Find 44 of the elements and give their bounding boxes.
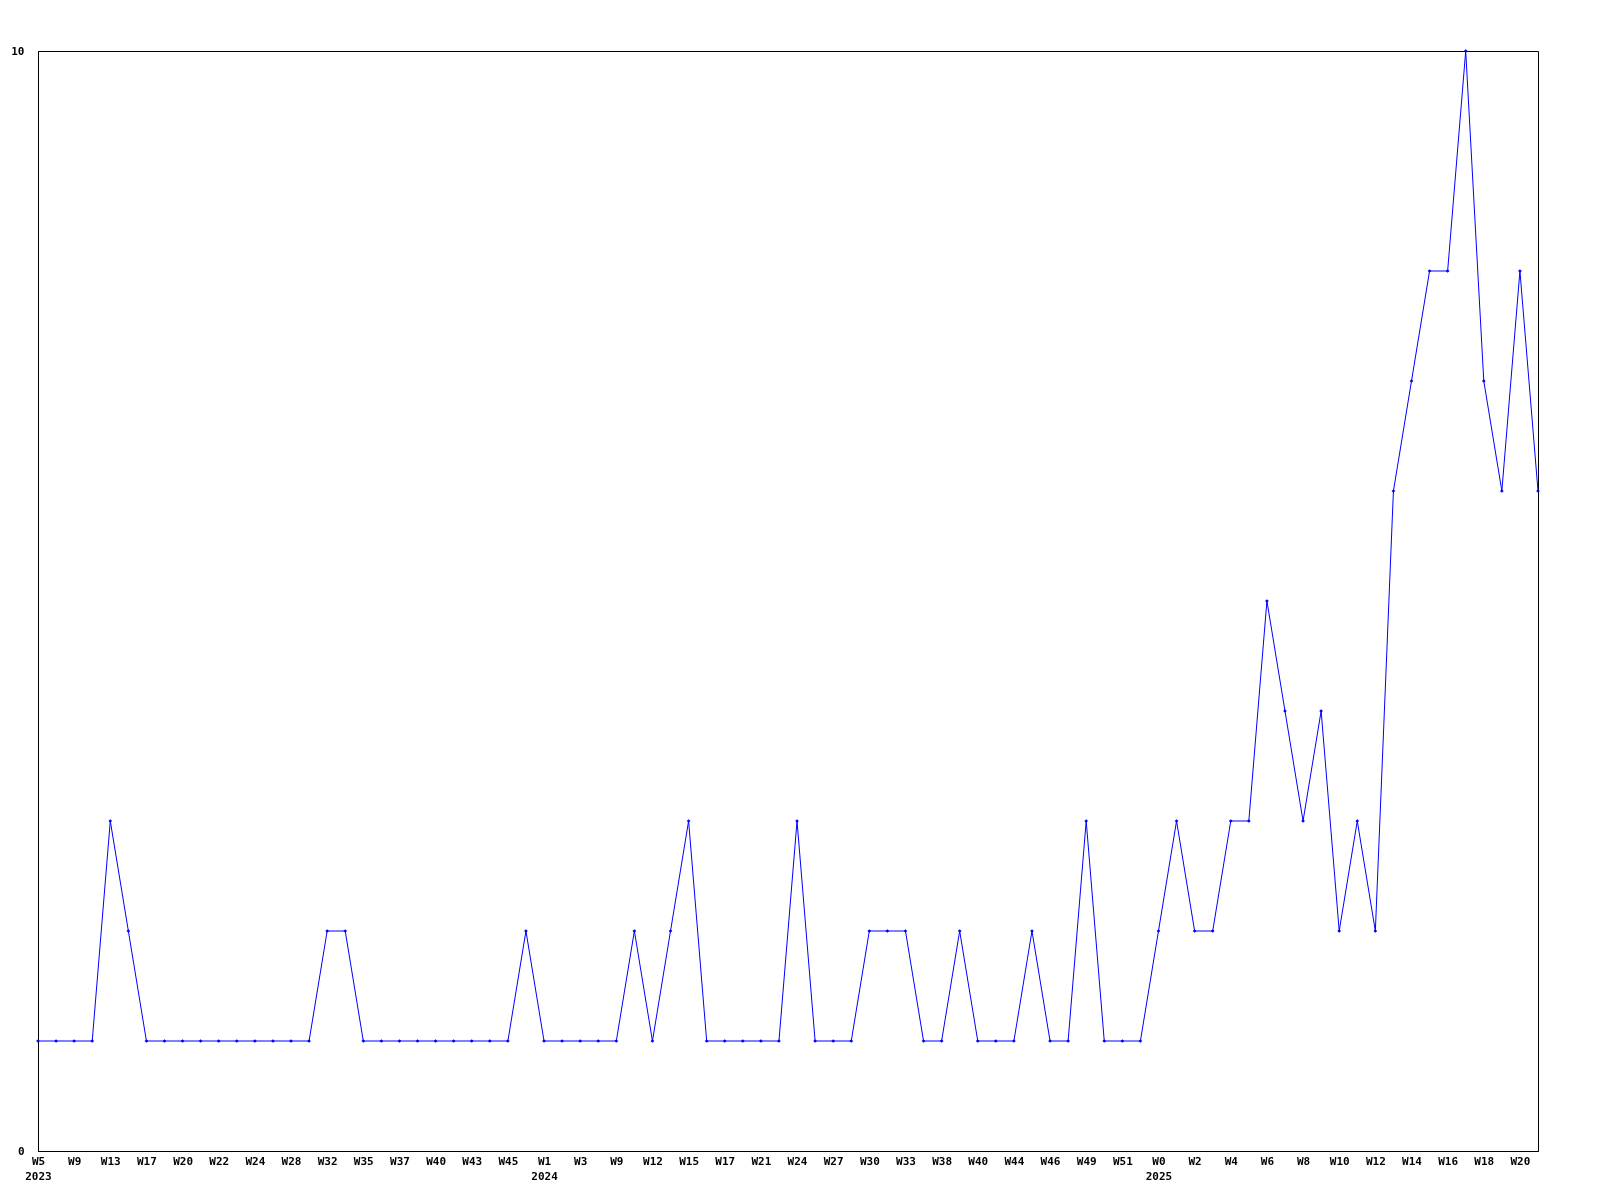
x-tick-label: W20 [173, 1154, 194, 1168]
x-tick-label: W24 [245, 1154, 266, 1168]
x-tick-label: W2 [1188, 1154, 1202, 1168]
x-tick-label: W32 [317, 1154, 338, 1168]
x-tick-label: W33 [896, 1154, 916, 1168]
x-tick-label: W10 [1329, 1154, 1350, 1168]
x-tick-label: W22 [209, 1154, 230, 1168]
x-tick-label: W8 [1296, 1154, 1311, 1168]
x-tick-label: W21 [751, 1154, 772, 1168]
x-tick-label: W16 [1438, 1154, 1459, 1168]
x-tick-label: W45 [498, 1154, 519, 1168]
x-tick-label: W0 2025 [1145, 1154, 1173, 1183]
y-tick-label: 10 [11, 44, 25, 58]
x-tick-label: W24 [787, 1154, 808, 1168]
x-tick-label: W6 [1260, 1154, 1275, 1168]
x-tick-label: W44 [1004, 1154, 1025, 1168]
x-tick-label: W15 [679, 1154, 700, 1168]
x-tick-label: W12 [1365, 1154, 1386, 1168]
x-tick-label: W9 [68, 1154, 82, 1168]
x-tick-label: W18 [1474, 1154, 1495, 1168]
x-tick-label: W20 [1510, 1154, 1531, 1168]
x-tick-label: W9 [610, 1154, 624, 1168]
x-tick-label: W4 [1224, 1154, 1239, 1168]
x-tick-label: W35 [353, 1154, 374, 1168]
x-tick-label: W37 [390, 1154, 410, 1168]
x-tick-label: W49 [1076, 1154, 1097, 1168]
x-tick-label: W43 [462, 1154, 483, 1168]
x-tick-label: W14 [1402, 1154, 1423, 1168]
x-tick-label: W51 [1112, 1154, 1134, 1168]
x-tick-label: W30 [859, 1154, 880, 1168]
x-tick-label: W17 [715, 1154, 736, 1168]
x-tick-label: W28 [281, 1154, 302, 1168]
x-tick-label: W40 [426, 1154, 447, 1168]
x-tick-label: W17 [137, 1154, 157, 1168]
x-tick-label: W40 [968, 1154, 989, 1168]
y-tick-label: 0 [17, 1144, 25, 1158]
x-tick-label: W3 [574, 1154, 588, 1168]
x-tick-label: W5 2023 [25, 1154, 52, 1183]
x-tick-label: W27 [823, 1154, 844, 1168]
x-tick-label: W12 [643, 1154, 663, 1168]
x-tick-label: W46 [1040, 1154, 1061, 1168]
x-tick-label: W1 2024 [531, 1154, 559, 1183]
x-tick-label: W13 [100, 1154, 121, 1168]
x-tick-label: W38 [932, 1154, 953, 1168]
